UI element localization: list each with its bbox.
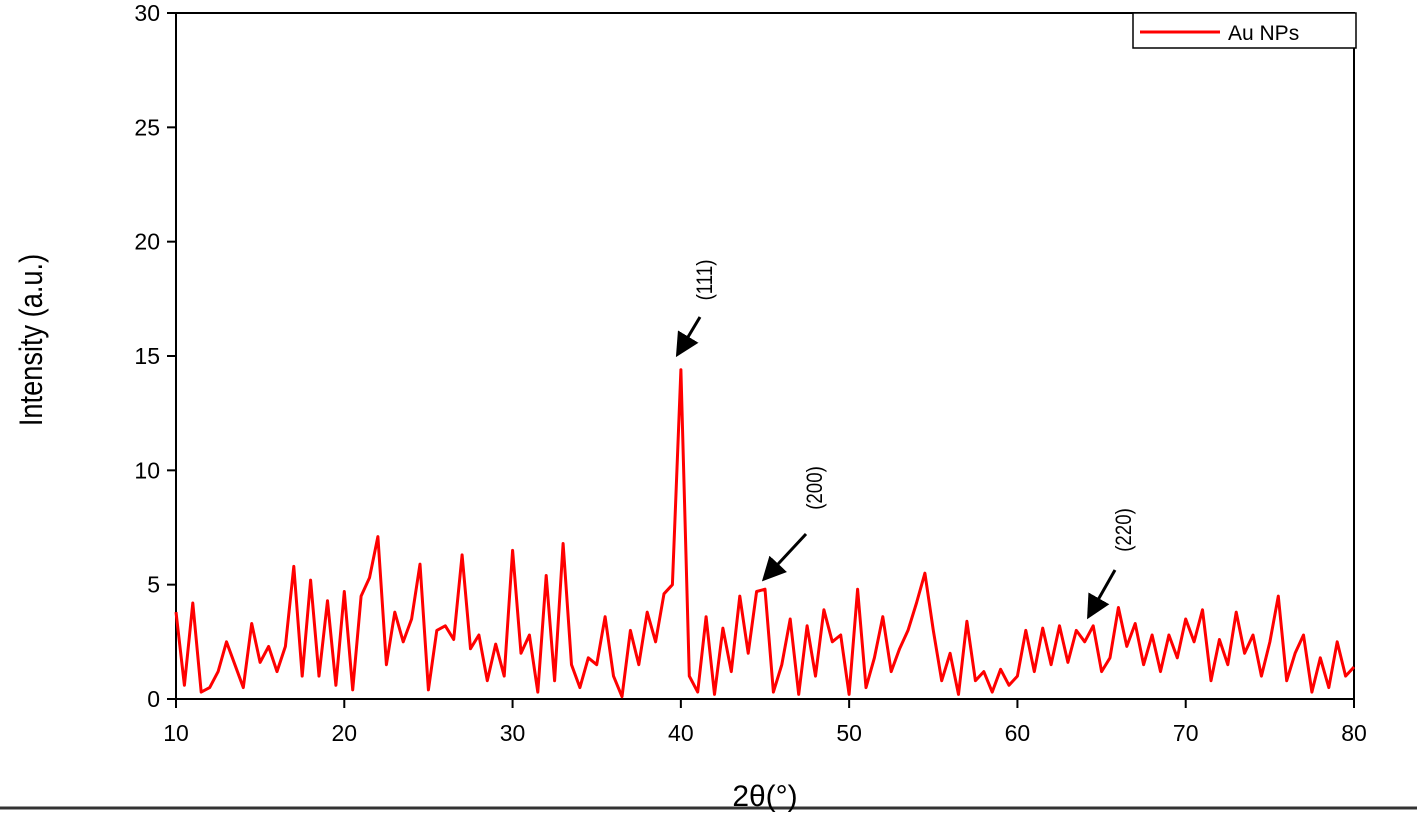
x-tick-label: 40 bbox=[668, 720, 694, 746]
legend-box bbox=[1132, 12, 1357, 49]
y-tick-label: 0 bbox=[147, 686, 160, 712]
y-tick-label: 5 bbox=[147, 572, 160, 598]
y-tick-label: 15 bbox=[134, 343, 160, 369]
x-tick-label: 10 bbox=[163, 720, 189, 746]
x-tick-label: 80 bbox=[1341, 720, 1367, 746]
annotation-arrow bbox=[761, 532, 808, 582]
x-tick-label: 30 bbox=[500, 720, 526, 746]
annotation-label: (220) bbox=[1113, 508, 1137, 552]
x-tick-label: 20 bbox=[331, 720, 357, 746]
annotation-arrow bbox=[1087, 569, 1117, 620]
y-tick-label: 25 bbox=[134, 114, 160, 140]
y-tick-label: 30 bbox=[134, 0, 160, 26]
y-tick-label: 20 bbox=[134, 229, 160, 255]
x-tick-label: 70 bbox=[1173, 720, 1199, 746]
x-tick-label: 50 bbox=[836, 720, 862, 746]
data-line bbox=[174, 368, 1356, 699]
annotation-label: (200) bbox=[804, 466, 828, 510]
y-axis-label: Intensity (a.u.) bbox=[14, 254, 50, 426]
annotation-arrow bbox=[675, 316, 702, 358]
y-tick-label: 10 bbox=[134, 457, 160, 483]
x-tick-label: 60 bbox=[1005, 720, 1031, 746]
legend-label: Au NPs bbox=[1228, 22, 1299, 45]
annotation-label: (111) bbox=[694, 260, 718, 301]
x-axis-label: 2θ(°) bbox=[732, 780, 797, 813]
